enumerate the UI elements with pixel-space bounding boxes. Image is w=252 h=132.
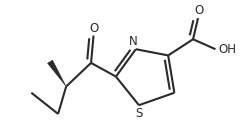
Text: S: S — [135, 107, 142, 120]
Text: O: O — [89, 22, 98, 35]
Text: OH: OH — [217, 43, 235, 56]
Polygon shape — [47, 60, 66, 86]
Text: O: O — [193, 4, 202, 17]
Text: N: N — [129, 35, 137, 48]
